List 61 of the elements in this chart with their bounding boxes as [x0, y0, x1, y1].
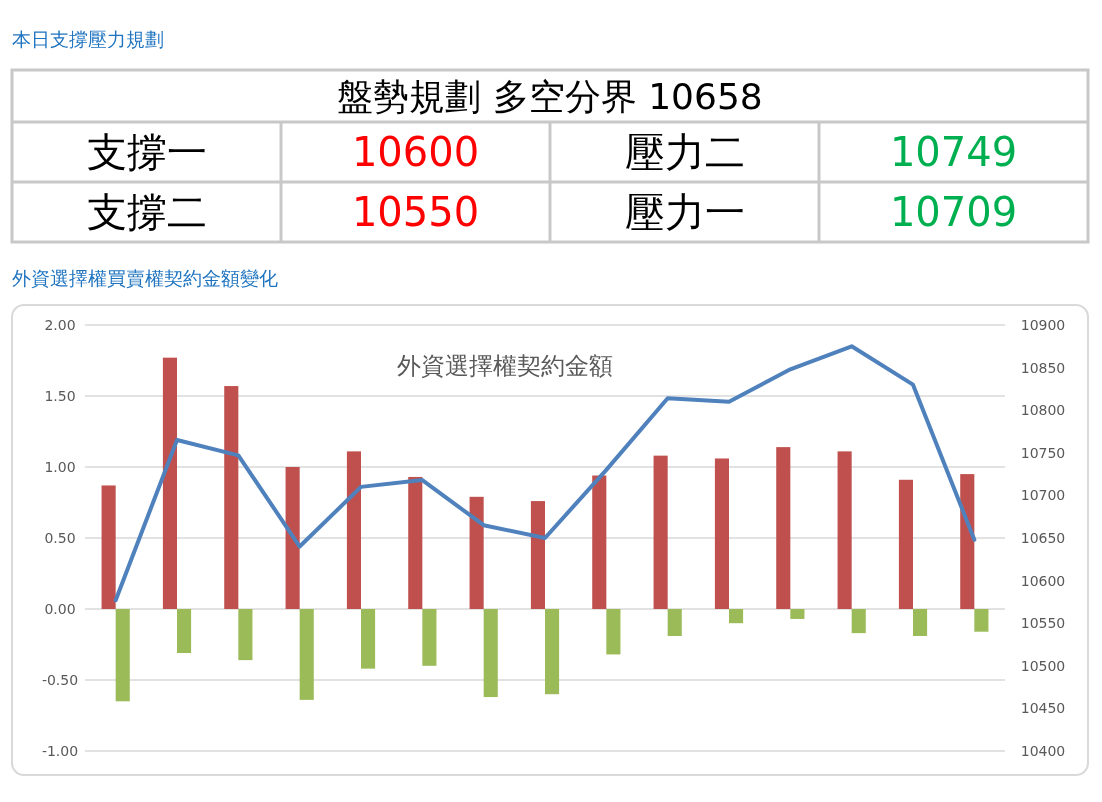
bar: [115, 609, 130, 702]
bar: [837, 451, 852, 609]
y-tick-label: 1.00: [44, 459, 76, 475]
bar: [530, 501, 545, 609]
text: 壓力一: [624, 189, 745, 235]
bar: [667, 609, 682, 636]
line-series: [113, 344, 977, 603]
bar: [913, 609, 928, 636]
bar: [483, 609, 498, 698]
text: 10749: [889, 129, 1018, 175]
bar: [361, 609, 376, 669]
bar: [177, 609, 192, 654]
y-tick-label: 0.50: [44, 530, 76, 546]
y2-tick-label: 10400: [1020, 743, 1066, 759]
text: 支撐二: [86, 189, 207, 235]
bar: [974, 609, 989, 632]
y2-tick-label: 10700: [1020, 487, 1066, 504]
text: 壓力二: [624, 129, 745, 175]
bar: [285, 467, 300, 609]
y2-tick-label: 10800: [1020, 402, 1066, 419]
text: 外資選擇權契約金額: [397, 352, 613, 380]
text: 10600: [351, 129, 480, 175]
y2-tick-label: 10600: [1020, 572, 1066, 589]
bar: [545, 609, 560, 695]
bar: [898, 479, 913, 609]
text: 10550: [351, 189, 480, 235]
bar: [346, 451, 361, 609]
y2-tick-label: 10900: [1020, 317, 1066, 333]
bar: [422, 609, 437, 666]
bar: [469, 496, 484, 609]
y-tick-label: -1.00: [41, 743, 79, 759]
bar: [960, 474, 975, 609]
bar: [729, 609, 744, 624]
bar: [238, 609, 253, 661]
bar: [224, 386, 239, 609]
text: 本日支撐壓力規劃: [12, 28, 164, 50]
bar: [790, 609, 805, 619]
bar: [101, 485, 116, 609]
text: 盤勢規劃 多空分界 10658: [337, 76, 763, 117]
bar: [776, 447, 791, 609]
y2-tick-label: 10500: [1020, 657, 1066, 674]
y-tick-label: 1.50: [44, 388, 76, 404]
text: 支撐一: [86, 129, 207, 175]
y2-tick-label: 10850: [1020, 359, 1066, 376]
y-tick-label: -0.50: [41, 672, 79, 688]
y-tick-label: 2.00: [44, 317, 76, 333]
bar: [653, 455, 668, 609]
y2-tick-label: 10750: [1020, 444, 1066, 461]
chart-title: 外資選擇權買賣權契約金額變化: [12, 267, 278, 289]
text: 10709: [889, 189, 1018, 235]
bar: [606, 609, 621, 655]
y2-tick-label: 10650: [1020, 530, 1066, 546]
bar: [851, 609, 866, 634]
bar: [299, 609, 314, 700]
bar: [592, 475, 607, 609]
y2-tick-label: 10450: [1020, 700, 1066, 717]
bar: [714, 458, 729, 609]
bar: [162, 357, 177, 609]
y2-tick-label: 10550: [1020, 615, 1066, 632]
y-tick-label: 0.00: [44, 601, 76, 617]
bar: [408, 476, 423, 609]
